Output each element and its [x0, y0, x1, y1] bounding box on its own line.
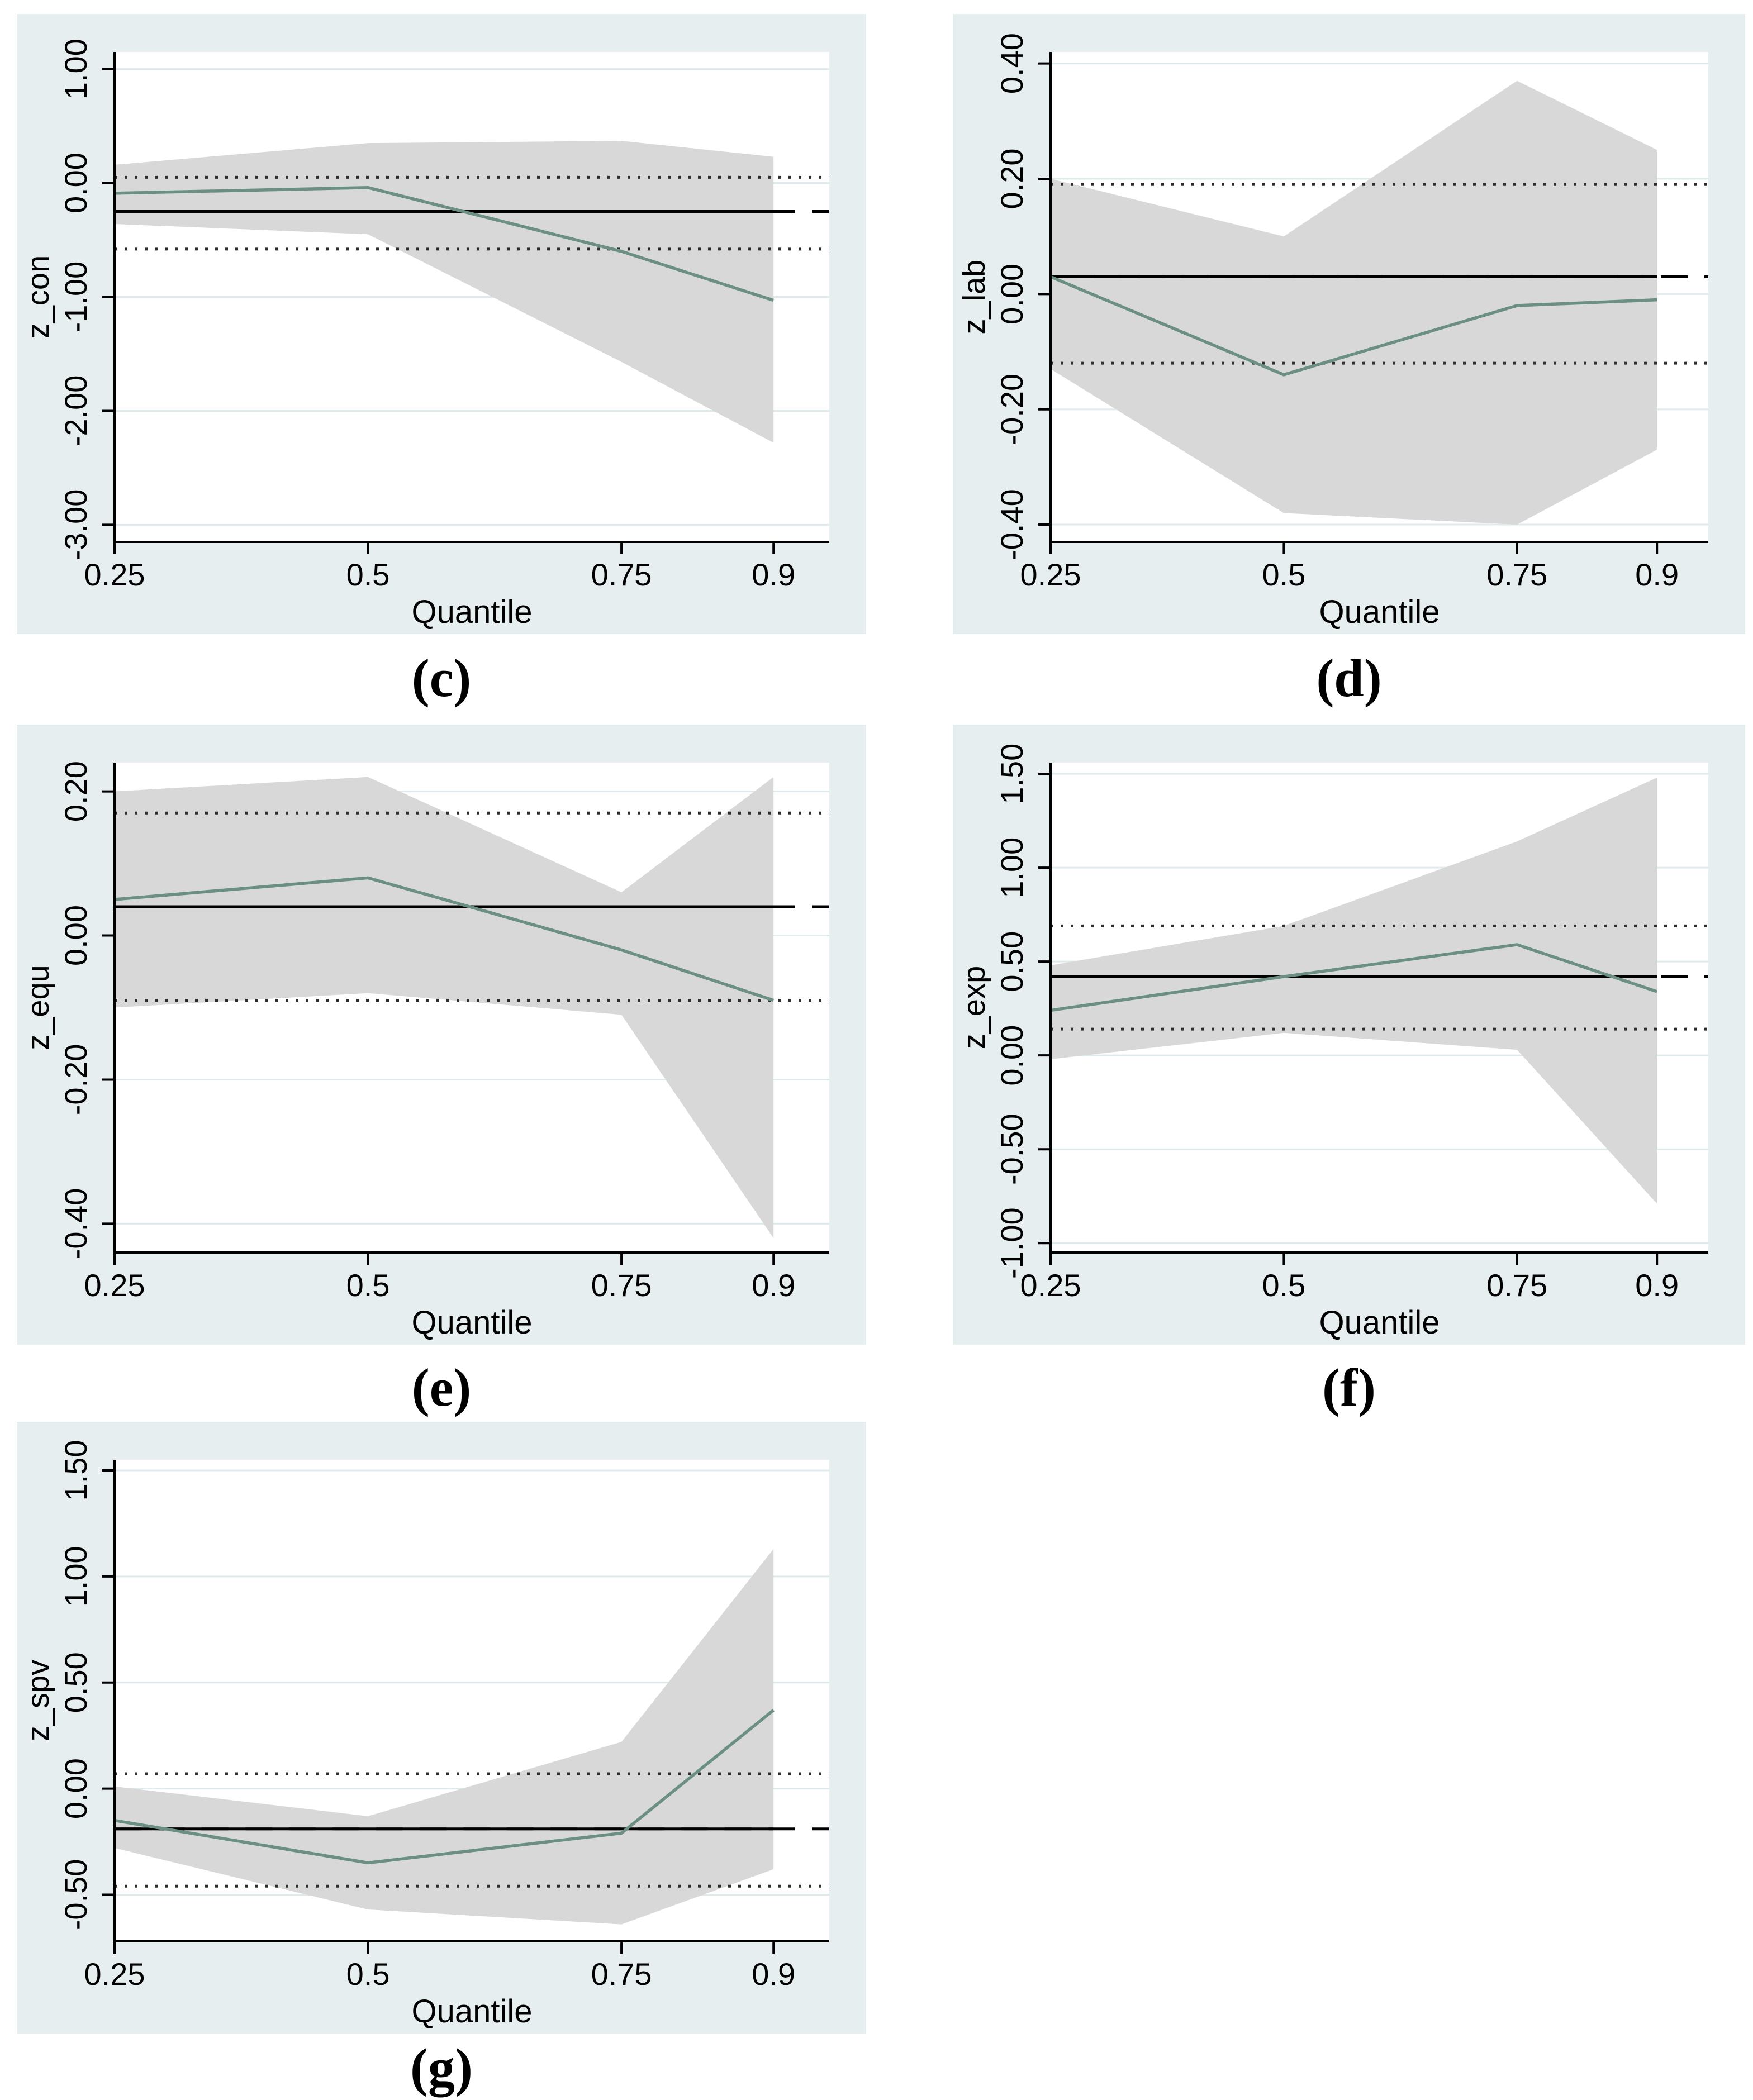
chart-svg-d: 0.40 0.20 0.00 -0.20 -0.400.25 0.5 0.75 0.9 Quan…: [956, 33, 1708, 630]
chart-svg-c: 1.00 0.00 -1.00 -2.00 -3.000.25 0.5 0.75 0.9 Qua…: [20, 39, 829, 630]
quantile-plot-panel-e: 0.20 0.00 -0.20 -0.40 0.25 0.5 0.75 0.9 Quantile…: [17, 725, 866, 1345]
svg-text:z_lab: z_lab: [956, 260, 991, 335]
svg-text:0.75: 0.75: [591, 557, 652, 592]
svg-text:0.25: 0.25: [84, 1956, 145, 1992]
svg-text:0.5: 0.5: [346, 557, 390, 592]
svg-text:0.75: 0.75: [1486, 557, 1547, 592]
svg-text:0.9: 0.9: [752, 1956, 795, 1992]
svg-text:0.50: 0.50: [58, 1652, 93, 1713]
chart-svg-f: 1.50 1.00 0.50 0.00 -0.50 -1.000.25 0.5 0.75 0.9…: [956, 744, 1708, 1341]
svg-text:0.75: 0.75: [1486, 1268, 1547, 1303]
svg-text:z_equ: z_equ: [20, 965, 55, 1050]
svg-text:-0.40: -0.40: [58, 1188, 93, 1260]
svg-text:0.00: 0.00: [58, 1758, 93, 1819]
svg-text:0.00: 0.00: [58, 153, 93, 213]
caption-f: (f): [1322, 1358, 1376, 1417]
svg-text:-0.50: -0.50: [994, 1113, 1029, 1185]
svg-text:0.9: 0.9: [752, 1268, 795, 1303]
caption-g: (g): [410, 2037, 473, 2097]
svg-text:Quantile: Quantile: [1319, 1304, 1440, 1341]
svg-text:0.75: 0.75: [591, 1268, 652, 1303]
svg-text:0.00: 0.00: [994, 264, 1029, 325]
svg-text:0.40: 0.40: [994, 33, 1029, 94]
svg-text:1.50: 1.50: [58, 1440, 93, 1501]
svg-text:Quantile: Quantile: [411, 1304, 532, 1341]
svg-text:Quantile: Quantile: [411, 594, 532, 630]
svg-text:0.25: 0.25: [1020, 1268, 1081, 1303]
svg-text:0.25: 0.25: [84, 1268, 145, 1303]
svg-text:1.50: 1.50: [994, 744, 1029, 804]
svg-text:0.75: 0.75: [591, 1956, 652, 1992]
svg-text:1.00: 1.00: [58, 1546, 93, 1607]
svg-text:-1.00: -1.00: [994, 1207, 1029, 1279]
chart-svg-g: 1.50 1.00 0.50 0.00 -0.50 0.25 0.5 0.75 0.9 Quant…: [20, 1440, 829, 2030]
svg-text:0.9: 0.9: [752, 557, 795, 592]
quantile-plot-panel-f: 1.50 1.00 0.50 0.00 -0.50 -1.00 0.25 0.5 0.75 0.9…: [953, 725, 1745, 1345]
caption-e: (e): [411, 1358, 472, 1417]
svg-text:0.5: 0.5: [346, 1956, 390, 1992]
svg-text:-0.50: -0.50: [58, 1859, 93, 1931]
quantile-plot-panel-g: 1.50 1.00 0.50 0.00 -0.50 0.25 0.5 0.75 0.9 Quant…: [17, 1422, 866, 2034]
svg-text:0.00: 0.00: [58, 905, 93, 966]
svg-text:-2.00: -2.00: [58, 375, 93, 447]
svg-text:-0.40: -0.40: [994, 489, 1029, 560]
svg-text:1.00: 1.00: [58, 39, 93, 99]
chart-svg-e: 0.20 0.00 -0.20 -0.40 0.25 0.5 0.75 0.9 Quantile…: [20, 761, 829, 1341]
svg-text:0.20: 0.20: [58, 761, 93, 822]
svg-text:0.5: 0.5: [346, 1268, 390, 1303]
svg-text:0.9: 0.9: [1635, 557, 1679, 592]
svg-text:0.20: 0.20: [994, 148, 1029, 209]
svg-text:0.50: 0.50: [994, 931, 1029, 992]
svg-text:-1.00: -1.00: [58, 261, 93, 333]
caption-d: (d): [1316, 648, 1382, 708]
quantile-plot-panel-c: 1.00 0.00 -1.00 -2.00 -3.00 0.25 0.5 0.75 0.9 Qua…: [17, 14, 866, 634]
svg-text:z_exp: z_exp: [956, 966, 991, 1049]
svg-text:0.00: 0.00: [994, 1025, 1029, 1086]
svg-text:Quantile: Quantile: [1319, 594, 1440, 630]
svg-text:-0.20: -0.20: [58, 1044, 93, 1116]
svg-text:z_con: z_con: [20, 255, 55, 339]
svg-text:0.25: 0.25: [84, 557, 145, 592]
svg-text:0.5: 0.5: [1262, 1268, 1305, 1303]
svg-text:-3.00: -3.00: [58, 489, 93, 561]
svg-text:z_spv: z_spv: [20, 1660, 55, 1741]
svg-text:0.9: 0.9: [1635, 1268, 1679, 1303]
svg-text:Quantile: Quantile: [411, 1993, 532, 2030]
caption-c: (c): [411, 648, 472, 708]
svg-text:-0.20: -0.20: [994, 374, 1029, 445]
svg-text:1.00: 1.00: [994, 837, 1029, 898]
quantile-plot-panel-d: 0.40 0.20 0.00 -0.20 -0.40 0.25 0.5 0.75 0.9 Quan…: [953, 14, 1745, 634]
svg-text:0.25: 0.25: [1020, 557, 1081, 592]
svg-text:0.5: 0.5: [1262, 557, 1305, 592]
